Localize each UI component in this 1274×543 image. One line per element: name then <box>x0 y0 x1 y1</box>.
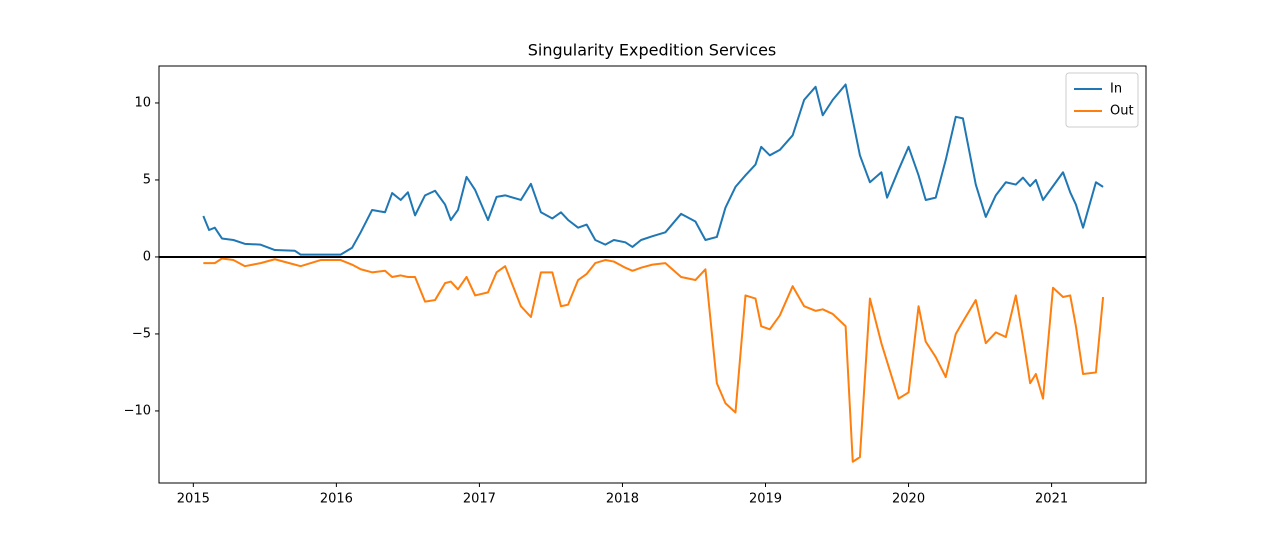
x-tick-label: 2016 <box>320 492 353 507</box>
legend-label: In <box>1110 82 1122 97</box>
y-tick-label: −5 <box>132 326 151 341</box>
y-tick-label: 5 <box>143 172 151 187</box>
y-tick-label: 10 <box>134 95 151 110</box>
x-tick-label: 2018 <box>606 492 639 507</box>
legend-label: Out <box>1110 104 1134 119</box>
legend-box <box>1065 72 1139 128</box>
y-tick-label: 0 <box>143 249 151 264</box>
x-tick-label: 2020 <box>892 492 925 507</box>
x-tick-label: 2017 <box>463 492 496 507</box>
x-tick-label: 2015 <box>177 492 210 507</box>
x-tick-label: 2021 <box>1035 492 1068 507</box>
plot-frame <box>158 65 1147 484</box>
series-line <box>202 83 1104 256</box>
chart-title: Singularity Expedition Services <box>528 41 777 60</box>
x-tick-label: 2019 <box>749 492 782 507</box>
series-line <box>203 257 1105 463</box>
y-tick-label: −10 <box>124 403 151 418</box>
